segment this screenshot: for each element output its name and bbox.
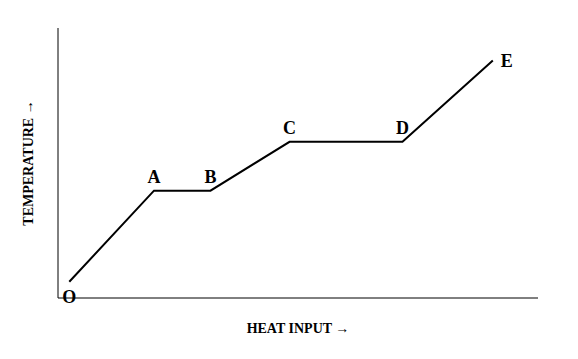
svg-text:C: C	[283, 118, 296, 138]
svg-text:TEMPERATURE →: TEMPERATURE →	[21, 100, 36, 225]
svg-text:O: O	[62, 287, 76, 307]
svg-text:A: A	[148, 167, 161, 187]
svg-text:E: E	[501, 51, 513, 71]
svg-text:D: D	[396, 118, 409, 138]
svg-text:B: B	[204, 167, 216, 187]
svg-text:HEAT INPUT →: HEAT INPUT →	[247, 321, 350, 336]
